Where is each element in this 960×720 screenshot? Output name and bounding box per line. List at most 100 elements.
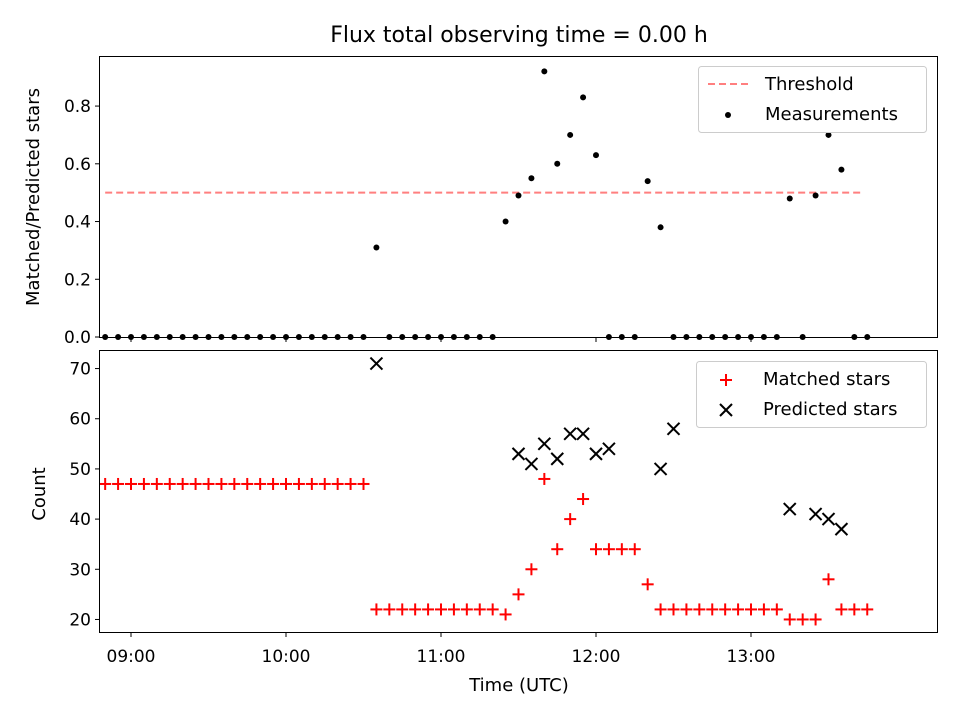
matched-stars-point [564, 513, 577, 526]
matched-stars-point [809, 613, 822, 626]
x-tick-label: 09:00 [107, 647, 156, 667]
bottom-axis-ticks: 20 30 40 50 60 70 09:00 10:00 11:00 12:00 13:00 [69, 360, 775, 667]
matched-stars-point [318, 477, 331, 490]
bottom-legend: Matched stars Predicted stars [696, 361, 927, 428]
top-y-axis-label: Matched/Predicted stars [23, 88, 44, 306]
measurement-point [502, 218, 509, 225]
matched-stars-point [719, 603, 732, 616]
predicted-stars-point [666, 422, 681, 436]
matched-ratio-panel: Matched/Predicted stars 0.00.20.40.60.8 … [23, 56, 938, 348]
matched-stars-point [590, 543, 602, 556]
measurement-point [515, 192, 522, 199]
bottom-plot-frame [99, 350, 938, 633]
matched-stars-point [577, 493, 590, 506]
matched-stars-point [680, 603, 693, 616]
matched-stars-point [654, 603, 667, 616]
matched-stars-point [99, 477, 112, 490]
matched-stars-point [783, 613, 796, 626]
measurement-point [567, 131, 574, 138]
matched-stars-point [770, 603, 783, 616]
measurement-point [786, 195, 793, 202]
matched-stars-point [551, 543, 564, 556]
matched-stars-point [486, 603, 499, 616]
legend-measurements-label: Measurements [765, 104, 898, 125]
legend-predicted-label: Predicted stars [763, 399, 897, 420]
measurement-point [580, 94, 587, 101]
matched-stars-point [305, 477, 318, 490]
measurement-point [825, 131, 832, 138]
matched-stars-point [215, 477, 228, 490]
x-tick-label: 12:00 [572, 647, 621, 667]
predicted-stars-point [834, 522, 849, 536]
matched-stars-point [292, 477, 305, 490]
matched-stars-point [693, 603, 706, 616]
matched-stars-point [615, 543, 628, 556]
y-tick-label: 60 [69, 410, 91, 430]
matched-stars-point [757, 603, 770, 616]
matched-stars-point [189, 477, 202, 490]
predicted-stars-point [524, 457, 539, 471]
top-legend: Threshold Measurements [698, 66, 927, 133]
matched-stars-point [525, 563, 538, 576]
matched-stars-point [848, 603, 861, 616]
matched-stars-point [447, 603, 460, 616]
predicted-stars-point [821, 512, 836, 526]
matched-stars-point [602, 543, 615, 556]
star-count-panel: Count 20 30 40 50 60 70 09:00 10:00 11:00 12:00 13… [29, 350, 938, 667]
matched-stars-point [396, 603, 409, 616]
matched-stars-point [667, 603, 680, 616]
matched-stars-point [331, 477, 344, 490]
y-tick-label: 40 [69, 510, 91, 530]
y-tick-label: 0.2 [64, 270, 91, 290]
y-tick-label: 30 [69, 560, 91, 580]
matched-stars-point [861, 603, 874, 616]
legend-threshold-label: Threshold [764, 74, 854, 95]
matched-stars-point [137, 477, 150, 490]
y-tick-label: 0.8 [64, 97, 91, 117]
chart-title: Flux total observing time = 0.00 h [330, 23, 708, 48]
matched-stars-point [280, 477, 292, 490]
measurement-point [554, 160, 561, 167]
matched-stars-point [267, 477, 280, 490]
y-tick-label: 0.4 [64, 213, 91, 233]
matched-stars-point [228, 477, 241, 490]
predicted-stars-point [602, 442, 616, 456]
predicted-stars-point [783, 502, 797, 516]
predicted-stars-point [808, 507, 823, 521]
matched-stars-point [112, 477, 125, 490]
predicted-stars-point [576, 427, 590, 441]
matched-stars-point [344, 477, 357, 490]
measurement-point [657, 224, 664, 231]
matched-stars-point [512, 588, 525, 601]
top-plot-frame [99, 56, 938, 338]
predicted-stars-point [563, 427, 577, 441]
predicted-stars-point [550, 452, 564, 466]
matched-stars-point [150, 477, 163, 490]
y-tick-label: 0.0 [64, 328, 91, 348]
matched-stars-point [745, 603, 757, 616]
x-tick-label: 11:00 [417, 647, 466, 667]
matched-stars-point [357, 477, 370, 490]
measurement-point [644, 178, 651, 185]
x-tick-label: 13:00 [727, 647, 776, 667]
matched-stars-point [422, 603, 435, 616]
predicted-stars-point [537, 437, 552, 451]
matched-stars-point [409, 603, 422, 616]
x-tick-label: 10:00 [262, 647, 311, 667]
legend-measurements-swatch [725, 112, 731, 118]
measurement-point [838, 166, 845, 173]
matched-stars-point [176, 477, 189, 490]
matched-stars-point [383, 603, 396, 616]
matched-stars-point [254, 477, 267, 490]
matched-stars-point [241, 477, 254, 490]
matched-stars-point [538, 472, 551, 485]
top-legend-box [698, 66, 927, 133]
x-axis-label: Time (UTC) [468, 675, 569, 696]
matched-stars-point [796, 613, 809, 626]
measurement-point [812, 192, 819, 199]
legend-matched-swatch [720, 374, 732, 386]
predicted-stars-point [653, 462, 668, 476]
predicted-stars-point [589, 447, 603, 461]
y-tick-label: 70 [69, 360, 91, 380]
